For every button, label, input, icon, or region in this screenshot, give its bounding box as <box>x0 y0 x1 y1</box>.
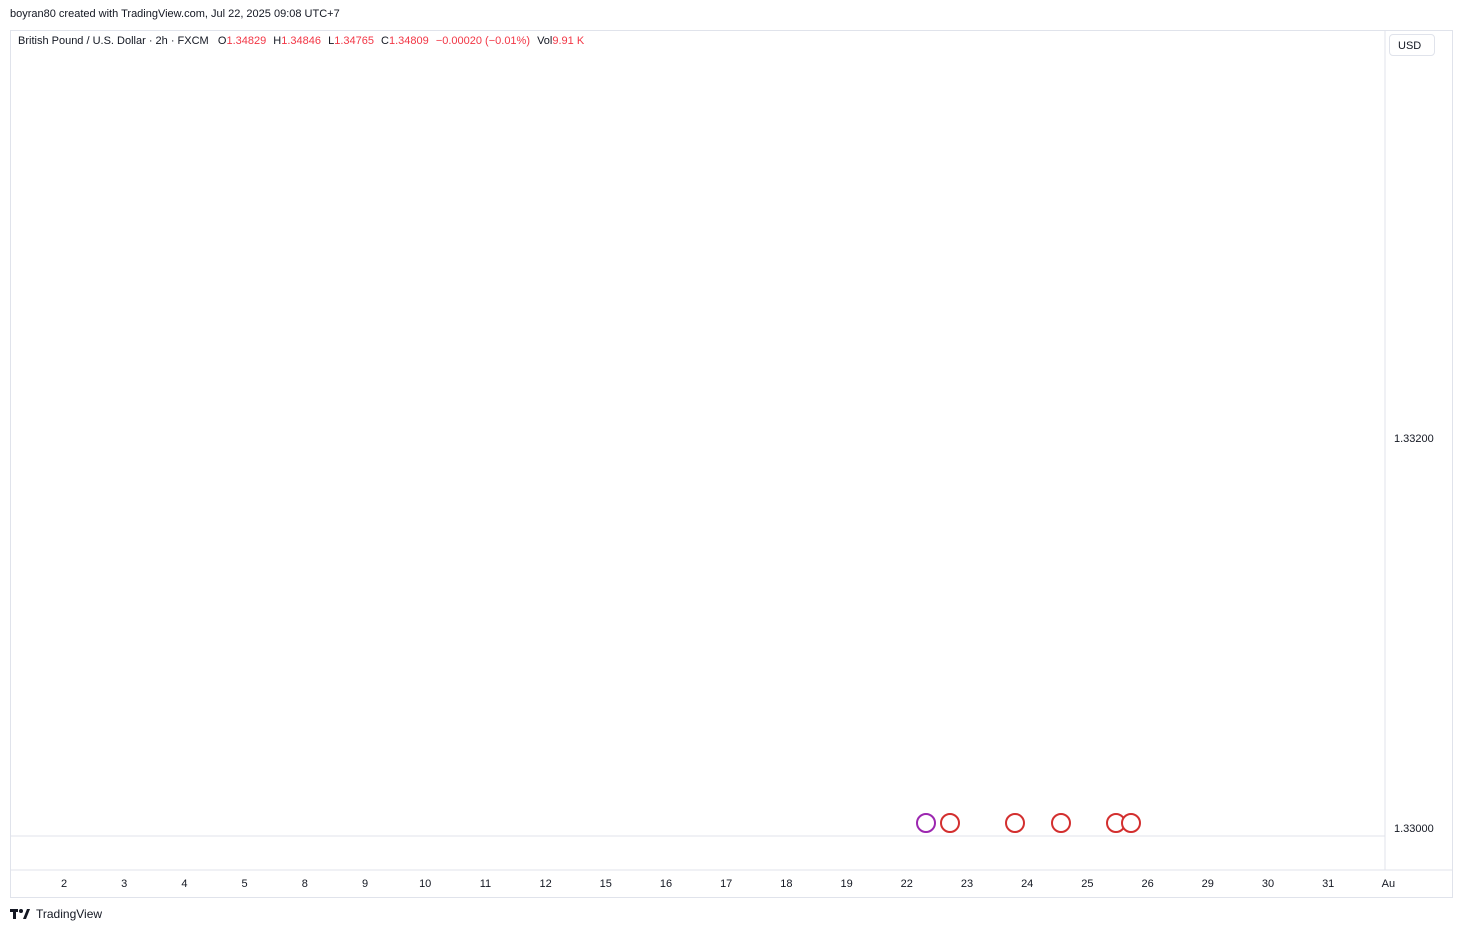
high-label: H <box>273 35 282 47</box>
economic-event-icon <box>1051 813 1071 833</box>
time-tick-label: 15 <box>600 878 612 890</box>
price-tick-label: 1.33000 <box>1394 823 1434 835</box>
close-value: 1.34809 <box>388 35 429 47</box>
brand-name: TradingView <box>36 907 103 921</box>
change-value: −0.00020 (−0.01%) <box>435 35 530 47</box>
economic-event-icon <box>916 813 936 833</box>
time-tick-label: 26 <box>1141 878 1153 890</box>
time-tick-label: 5 <box>242 878 248 890</box>
time-tick-label: 25 <box>1081 878 1093 890</box>
time-tick-label: 3 <box>121 878 127 890</box>
time-axis: 2 3 4 5 8 9 10 11 12 15 16 17 18 19 22 23 24 25 26 29 30 31 Au <box>10 869 1453 890</box>
open-label: O <box>217 35 227 47</box>
time-tick-label: 2 <box>61 878 67 890</box>
time-tick-label: 10 <box>419 878 431 890</box>
economic-event-icon <box>940 813 960 833</box>
time-tick-label: 4 <box>181 878 187 890</box>
time-tick-label: 8 <box>302 878 308 890</box>
time-tick-label: Au <box>1382 878 1395 890</box>
time-tick-label: 22 <box>901 878 913 890</box>
time-tick-label: 30 <box>1262 878 1274 890</box>
chart-frame <box>10 30 1453 898</box>
volume-value: 9.91 K <box>552 35 585 47</box>
time-tick-label: 9 <box>362 878 368 890</box>
tradingview-brand[interactable]: TradingView <box>10 907 102 921</box>
close-label: C <box>381 35 389 47</box>
time-tick-label: 29 <box>1202 878 1214 890</box>
price-tick-label: 1.33200 <box>1394 433 1434 445</box>
time-tick-label: 17 <box>720 878 732 890</box>
tradingview-logo-icon <box>10 909 30 919</box>
economic-event-icon <box>1121 813 1141 833</box>
time-tick-label: 19 <box>840 878 852 890</box>
open-value: 1.34829 <box>226 35 267 47</box>
time-tick-label: 31 <box>1322 878 1334 890</box>
low-value: 1.34765 <box>334 35 374 47</box>
high-value: 1.34846 <box>281 35 322 47</box>
currency-button[interactable]: USD <box>1389 34 1435 56</box>
low-label: L <box>328 35 335 47</box>
symbol-title[interactable]: British Pound / U.S. Dollar · 2h · FXCM <box>18 35 209 47</box>
time-tick-label: 24 <box>1021 878 1033 890</box>
time-tick-label: 18 <box>780 878 792 890</box>
symbol-legend: British Pound / U.S. Dollar · 2h · FXCM … <box>18 35 588 47</box>
economic-event-icon <box>1005 813 1025 833</box>
time-tick-label: 11 <box>480 878 491 890</box>
price-axis: 1.330001.332001.334001.336001.338001.340… <box>10 31 1434 870</box>
time-tick-label: 16 <box>660 878 672 890</box>
time-tick-label: 12 <box>539 878 551 890</box>
attribution: boyran80 created with TradingView.com, J… <box>10 8 340 20</box>
volume-label: Vol <box>537 35 553 47</box>
time-tick-label: 23 <box>961 878 973 890</box>
events-layer <box>916 813 1141 833</box>
